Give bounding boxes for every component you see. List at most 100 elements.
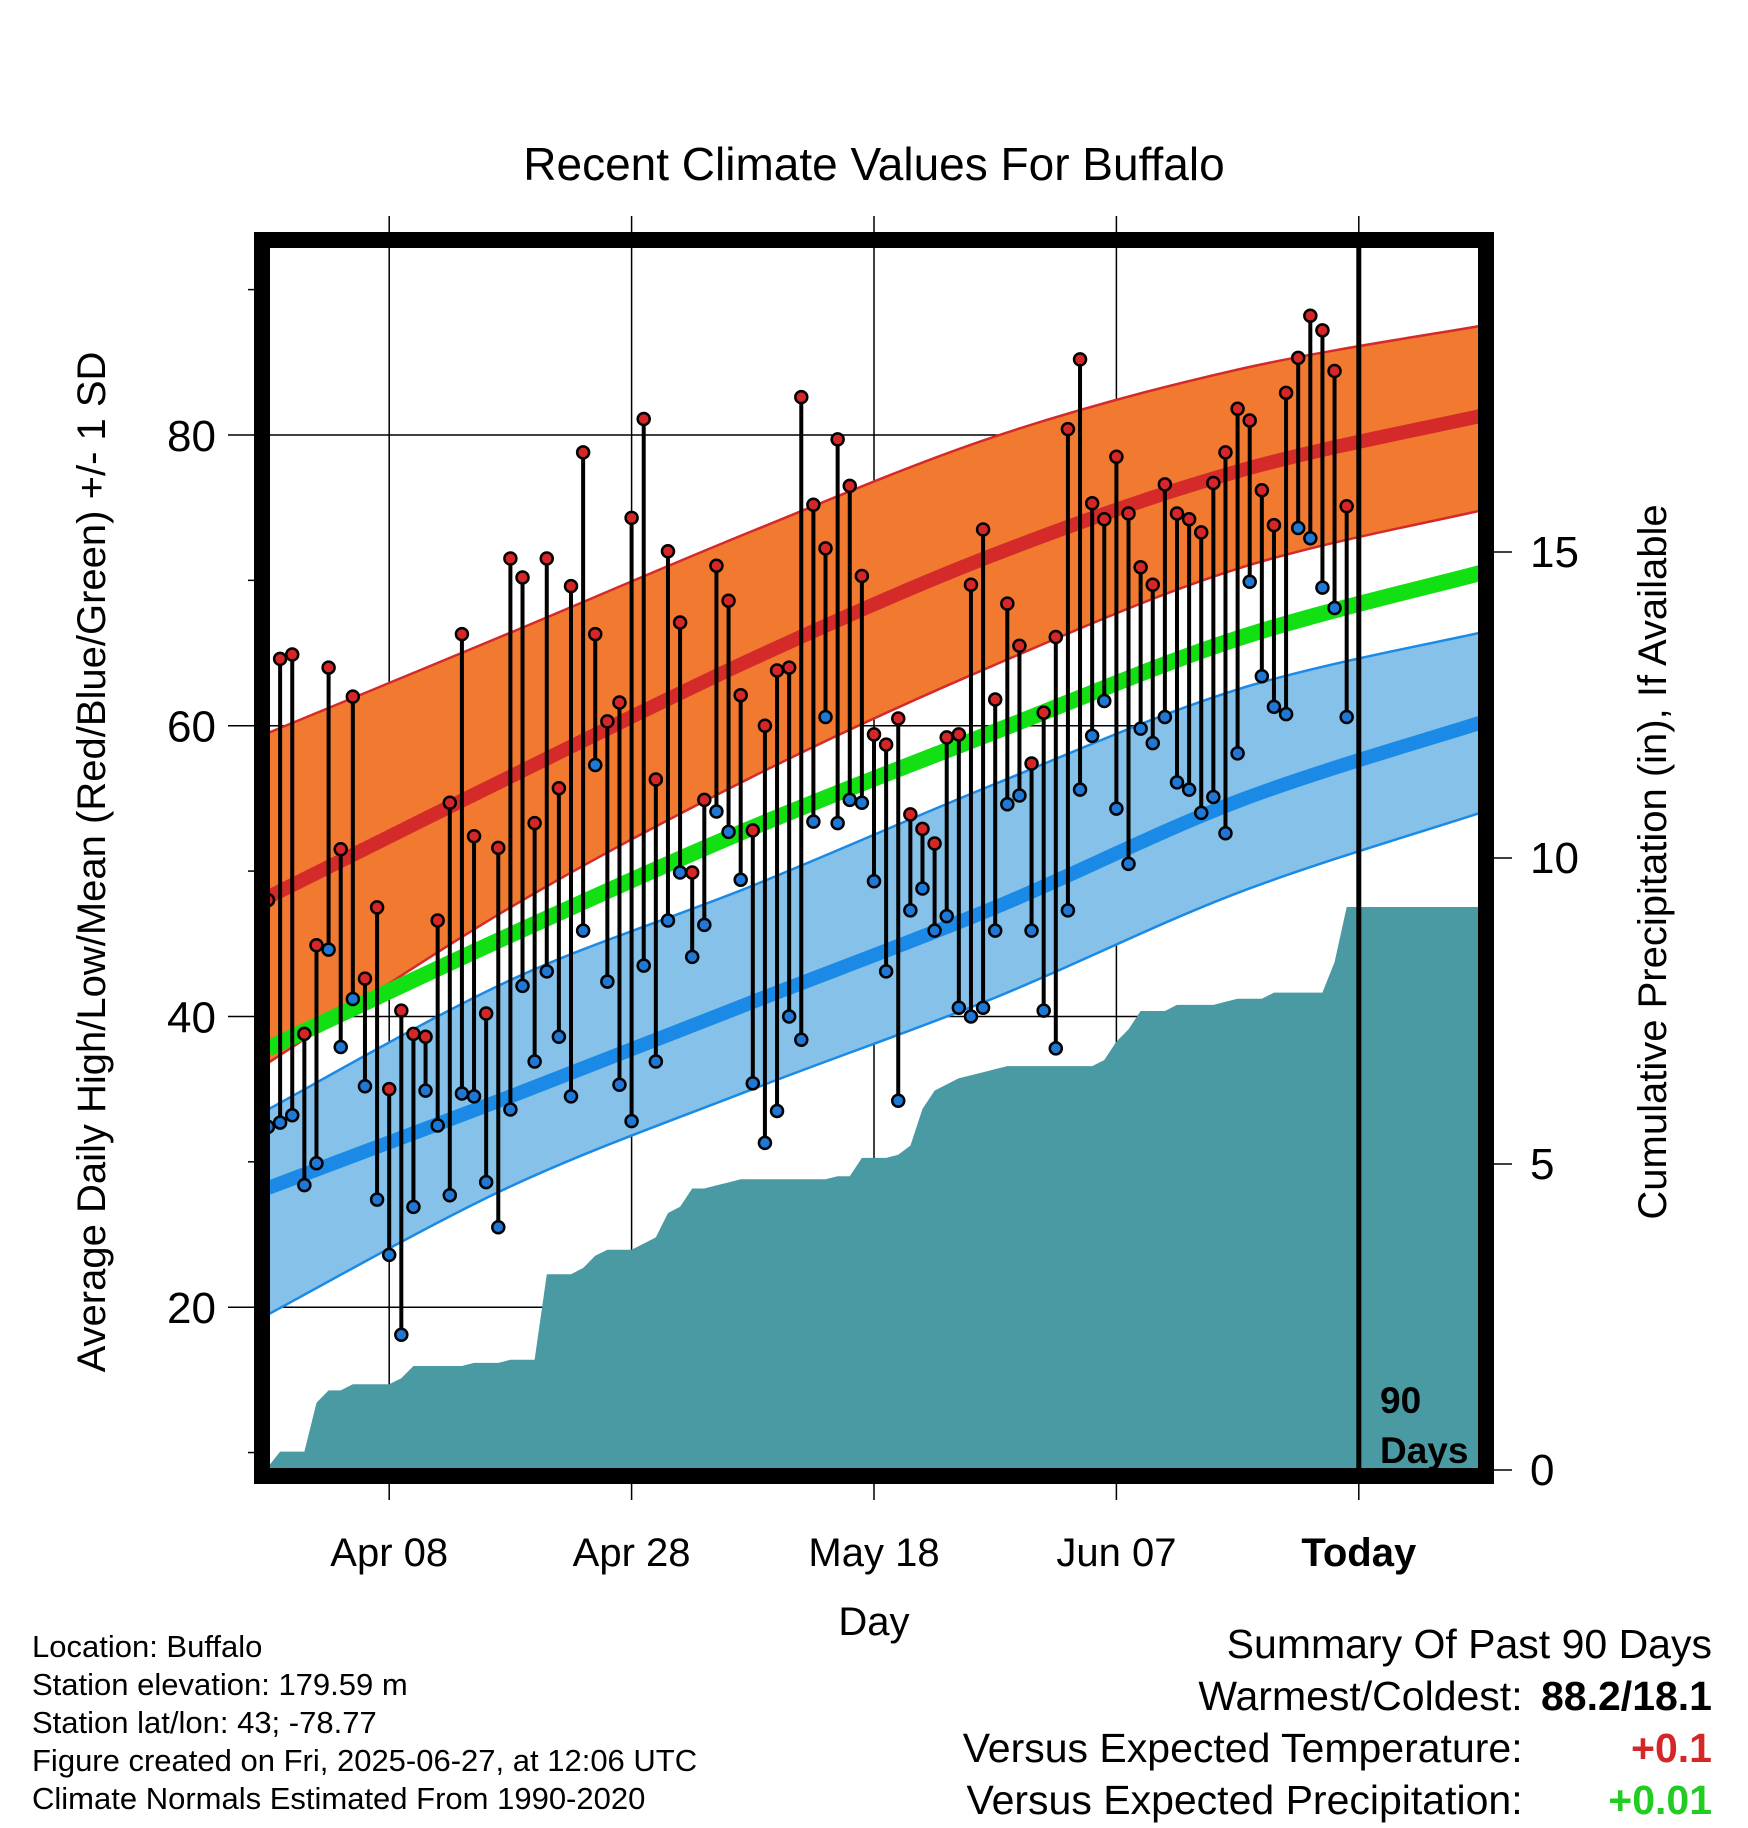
daily-low-point	[830, 815, 845, 831]
daily-high-point	[636, 411, 651, 427]
y-tick-label: 20	[167, 1284, 216, 1333]
daily-high-point	[1327, 363, 1342, 379]
location-text: Location: Buffalo	[32, 1629, 263, 1664]
daily-low-point	[1303, 530, 1318, 546]
daily-high-point	[442, 795, 458, 811]
daily-low-point	[454, 1086, 470, 1101]
daily-high-point	[818, 541, 833, 556]
daily-low-point	[890, 1093, 906, 1109]
daily-high-point	[1084, 496, 1100, 511]
daily-high-point	[697, 792, 712, 808]
daily-low-point	[1327, 600, 1342, 616]
daily-low-point	[1036, 1003, 1051, 1018]
daily-high-point	[406, 1026, 421, 1042]
daily-low-point	[757, 1135, 773, 1151]
daily-high-point	[491, 840, 506, 856]
daily-low-point	[1024, 923, 1039, 938]
daily-low-point	[600, 974, 615, 989]
daily-low-point	[806, 814, 821, 829]
daily-low-point	[321, 942, 336, 957]
daily-high-point	[1303, 308, 1318, 324]
daily-high-point	[1097, 512, 1112, 527]
daily-high-point	[1193, 525, 1209, 540]
daily-high-point	[272, 651, 288, 667]
daily-high-point	[624, 510, 639, 526]
x-tick-label: Jun 07	[1056, 1531, 1176, 1575]
daily-high-point	[709, 558, 724, 574]
daily-high-point	[381, 1081, 397, 1097]
daily-low-point	[430, 1118, 445, 1133]
daily-high-point	[1290, 350, 1306, 366]
daily-low-point	[309, 1156, 324, 1171]
daily-high-point	[430, 913, 445, 928]
daily-high-point	[757, 718, 773, 733]
daily-high-point	[733, 687, 748, 703]
daily-high-point	[939, 730, 954, 745]
daily-high-point	[575, 445, 591, 460]
daily-low-point	[563, 1089, 579, 1104]
daily-high-point	[854, 568, 870, 584]
daily-low-point	[660, 913, 676, 928]
y-tick-label: 40	[167, 993, 216, 1042]
daily-low-point	[624, 1113, 639, 1129]
daily-low-point	[866, 874, 882, 889]
daily-low-point	[1072, 782, 1088, 797]
daily-high-point	[927, 836, 942, 851]
daily-high-point	[1315, 323, 1330, 338]
daily-high-point	[1278, 385, 1294, 401]
daily-low-point	[1097, 693, 1112, 709]
daily-low-point	[551, 1029, 567, 1045]
daily-high-point	[1024, 756, 1039, 771]
daily-low-point	[1121, 856, 1136, 872]
daily-low-point	[1278, 706, 1294, 722]
high-band-upper-edge	[267, 324, 1481, 735]
y2-tick-label: 10	[1530, 834, 1579, 883]
daily-low-point	[842, 792, 858, 808]
daily-high-point	[842, 478, 858, 494]
daily-low-point	[903, 903, 918, 918]
daily-high-point	[672, 615, 688, 630]
latlon-text: Station lat/lon: 43; -78.77	[32, 1705, 377, 1740]
daily-high-point	[1230, 401, 1245, 417]
low-normal-line	[265, 716, 1483, 1195]
daily-low-point	[781, 1009, 797, 1024]
daily-low-point	[1000, 796, 1015, 812]
daily-low-point	[1048, 1041, 1064, 1056]
daily-low-point	[369, 1192, 385, 1207]
daily-low-point	[1218, 826, 1233, 841]
daily-low-point	[1169, 775, 1185, 790]
y2-tick-label: 15	[1530, 528, 1579, 577]
daily-high-point	[1169, 506, 1185, 521]
daily-high-point	[309, 937, 324, 953]
daily-high-point	[612, 695, 627, 710]
daily-high-point	[563, 578, 579, 594]
daily-high-point	[684, 865, 700, 880]
normals-text: Climate Normals Estimated From 1990-2020	[32, 1781, 646, 1816]
daily-low-point	[1230, 746, 1245, 761]
daily-high-point	[987, 692, 1003, 707]
daily-low-point	[915, 881, 930, 896]
daily-high-point	[878, 737, 894, 752]
daily-high-point	[345, 689, 361, 704]
daily-high-point	[1121, 506, 1136, 521]
daily-low-point	[987, 923, 1003, 938]
warmest-coldest-row: Warmest/Coldest: 88.2/18.1	[963, 1670, 1712, 1722]
x-tick-label: Apr 08	[330, 1531, 448, 1575]
daily-low-point	[1266, 699, 1282, 715]
daily-low-point	[333, 1039, 348, 1055]
chart-title: Recent Climate Values For Buffalo	[523, 138, 1224, 190]
daily-high-point	[963, 577, 979, 592]
daily-high-point	[503, 551, 518, 566]
daily-high-point	[454, 626, 470, 642]
daily-low-point	[818, 709, 833, 725]
daily-low-point	[1133, 721, 1148, 736]
daily-low-point	[442, 1188, 458, 1203]
daily-low-point	[878, 964, 894, 979]
daily-high-point	[394, 1003, 409, 1018]
daily-low-point	[951, 1000, 967, 1015]
daily-high-point	[515, 570, 530, 585]
daily-observations	[260, 246, 1362, 1470]
daily-low-point	[503, 1102, 518, 1117]
precip-area-fill	[268, 907, 1480, 1470]
daily-low-point	[769, 1103, 785, 1119]
